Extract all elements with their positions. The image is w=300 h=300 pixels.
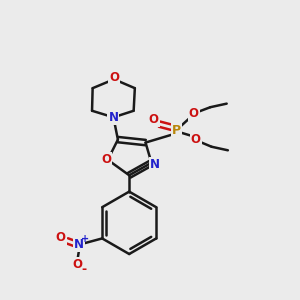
Text: O: O <box>73 258 82 271</box>
Text: O: O <box>148 113 159 126</box>
Text: P: P <box>172 124 181 136</box>
Text: O: O <box>109 71 119 84</box>
Text: +: + <box>81 234 89 244</box>
Text: N: N <box>149 158 160 171</box>
Text: O: O <box>101 153 111 166</box>
Text: O: O <box>189 106 199 120</box>
Text: N: N <box>108 111 118 124</box>
Text: -: - <box>82 263 87 276</box>
Text: N: N <box>74 238 84 251</box>
Text: O: O <box>56 231 66 244</box>
Text: O: O <box>191 134 201 146</box>
